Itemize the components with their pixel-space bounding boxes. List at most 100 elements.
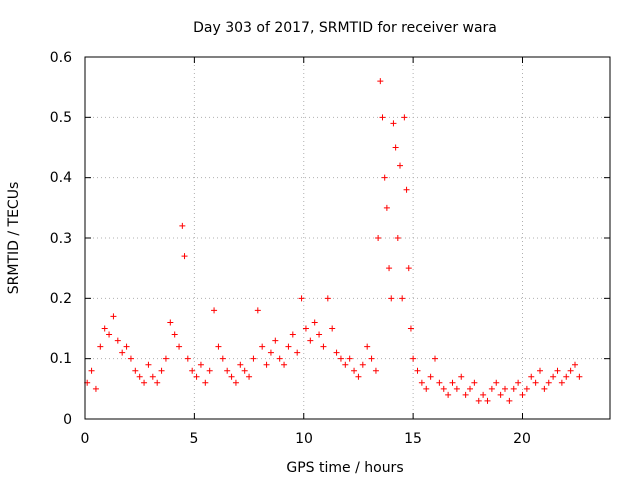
data-point [506,397,513,404]
data-point [423,385,430,392]
data-point [440,385,447,392]
data-point [136,373,143,380]
data-point [302,325,309,332]
data-points [84,78,583,404]
data-point [379,114,386,121]
data-point [488,385,495,392]
data-point [337,355,344,362]
y-axis-label: SRMTID / TECUs [6,182,22,295]
data-point [241,367,248,374]
data-point [403,186,410,193]
data-point [432,355,438,362]
data-point [372,367,379,374]
x-tick-label: 10 [295,431,313,447]
data-point [206,367,213,374]
data-point [475,397,482,404]
data-point [572,361,578,368]
data-point [224,367,231,374]
data-point [397,162,403,169]
data-point [493,379,500,386]
data-point [145,361,152,368]
data-point [449,379,456,386]
data-point [532,379,539,386]
data-point [189,367,196,374]
data-point [567,367,574,374]
data-point [510,385,517,392]
data-point [392,144,399,151]
data-point [576,373,583,380]
data-point [311,319,318,326]
data-point [167,319,174,326]
x-tick-label: 5 [190,431,199,447]
data-point [523,385,530,392]
grid [85,57,610,419]
data-point [484,397,491,404]
data-point [250,355,257,362]
data-point [285,343,292,350]
data-point [519,391,526,398]
data-point [149,373,156,380]
axis-ticks [84,56,610,420]
data-point [554,367,561,374]
data-point [88,367,95,374]
data-point [386,265,393,272]
data-point [381,174,388,181]
data-point [211,307,218,314]
data-point [467,385,473,392]
data-point [545,379,552,386]
y-tick-label: 0 [63,412,72,428]
data-point [289,331,296,338]
data-point [375,235,382,241]
data-point [281,361,288,368]
data-point [414,367,421,374]
data-point [123,343,130,350]
data-point [368,355,375,362]
data-point [541,385,548,392]
data-point [246,373,253,380]
data-point [97,343,104,350]
data-point [458,373,465,380]
data-point [480,391,487,398]
data-point [515,379,522,386]
chart-title: Day 303 of 2017, SRMTID for receiver war… [193,20,497,36]
data-point [528,373,535,380]
data-point [215,343,222,350]
data-point [355,373,362,380]
data-point [237,361,244,368]
data-point [179,222,186,229]
data-point [101,325,108,332]
data-point [171,331,178,338]
data-point [388,295,395,302]
data-point [401,114,408,121]
data-point [202,379,209,386]
data-point [316,331,323,338]
data-point [394,235,401,241]
data-point [162,355,169,362]
data-point [272,337,279,344]
data-point [405,265,412,272]
data-point [320,343,327,350]
data-point [307,337,314,344]
data-point [445,391,452,398]
data-point [92,385,99,392]
data-point [232,379,239,386]
data-point [141,379,148,386]
data-point [497,391,504,398]
x-tick-label: 15 [404,431,422,447]
data-point [471,379,478,386]
data-point [410,355,417,362]
data-point [390,120,397,127]
data-point [436,379,443,386]
data-point [346,355,353,362]
data-point [127,355,134,362]
data-point [193,373,200,380]
data-point [228,373,235,380]
data-point [418,379,425,386]
data-point [176,343,183,350]
data-point [119,349,126,356]
data-point [364,343,371,350]
data-point [184,355,191,362]
data-point [181,253,188,260]
data-point [462,391,469,398]
